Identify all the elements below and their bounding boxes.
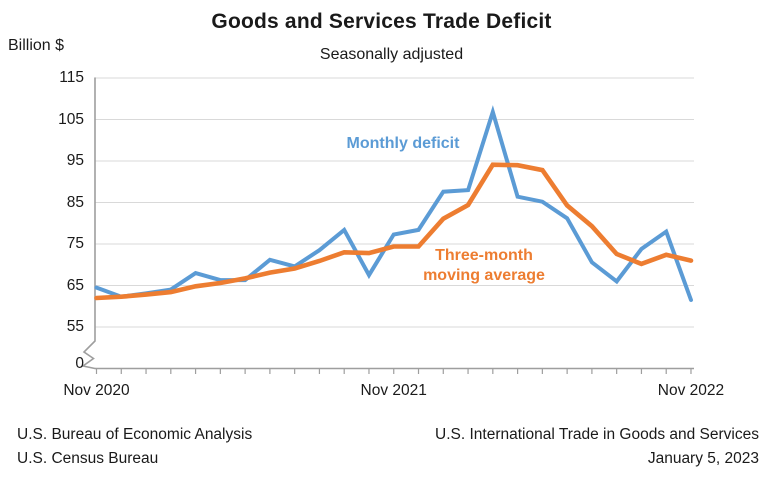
x-tick-label: Nov 2022 [657, 382, 725, 399]
chart-title: Goods and Services Trade Deficit [211, 10, 552, 33]
report-date-line: January 5, 2023 [647, 450, 759, 467]
source-line-bea: U.S. Bureau of Economic Analysis [17, 426, 253, 443]
moving-average-label-line1: Three-month [435, 247, 533, 264]
moving-average-label-line2: moving average [423, 267, 545, 284]
x-tick-label: Nov 2021 [360, 382, 427, 399]
chart-subtitle: Seasonally adjusted [319, 46, 464, 63]
y-tick-label: 105 [58, 110, 84, 128]
y-axis-unit-label: Billion $ [8, 37, 65, 54]
y-tick-label: 85 [66, 193, 84, 211]
y-tick-label: 75 [66, 235, 84, 252]
source-line-census: U.S. Census Bureau [17, 450, 159, 467]
y-tick-label: 65 [66, 276, 84, 294]
report-attribution: U.S. International Trade in Goods and Se… [435, 423, 759, 471]
monthly-deficit-series-label: Monthly deficit [346, 135, 460, 152]
moving-average-series-label: Three-month moving average [406, 246, 562, 286]
y-tick-label: 95 [66, 152, 84, 169]
y-tick-label: 115 [59, 69, 84, 86]
source-attribution: U.S. Bureau of Economic Analysis U.S. Ce… [17, 423, 252, 471]
x-tick-label: Nov 2020 [63, 382, 130, 399]
y-tick-label: 55 [66, 318, 84, 335]
y-tick-label: 0 [75, 355, 84, 372]
report-title-line: U.S. International Trade in Goods and Se… [435, 426, 759, 443]
